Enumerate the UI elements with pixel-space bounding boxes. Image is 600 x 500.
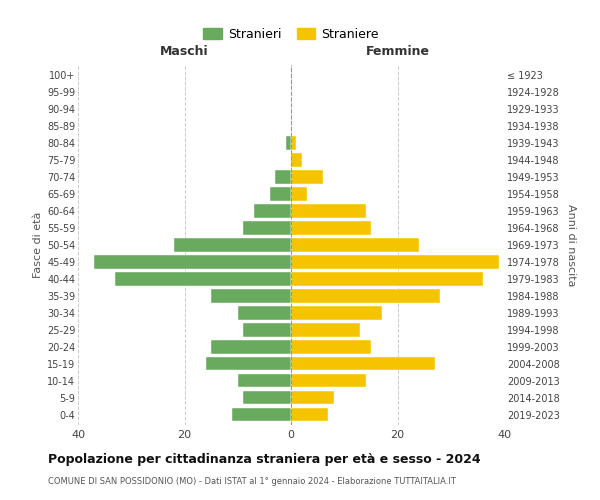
Bar (115, 272, 291, 285)
Bar (291, 238, 419, 252)
Bar (291, 256, 499, 268)
Bar (291, 136, 296, 149)
Y-axis label: Fasce di età: Fasce di età (32, 212, 43, 278)
Bar (291, 204, 365, 218)
Bar (291, 170, 323, 183)
Text: Femmine: Femmine (365, 45, 430, 58)
Bar (291, 290, 440, 302)
Bar (243, 391, 291, 404)
Bar (291, 408, 328, 422)
Bar (291, 357, 435, 370)
Bar (291, 188, 307, 200)
Bar (174, 238, 291, 252)
Text: Popolazione per cittadinanza straniera per età e sesso - 2024: Popolazione per cittadinanza straniera p… (48, 452, 481, 466)
Bar (94, 256, 291, 268)
Legend: Stranieri, Straniere: Stranieri, Straniere (203, 28, 379, 41)
Text: Maschi: Maschi (160, 45, 209, 58)
Bar (211, 340, 291, 353)
Bar (238, 374, 291, 388)
Bar (270, 188, 291, 200)
Bar (291, 324, 360, 336)
Bar (254, 204, 291, 218)
Bar (243, 222, 291, 234)
Y-axis label: Anni di nascita: Anni di nascita (566, 204, 577, 286)
Bar (291, 272, 483, 285)
Bar (291, 340, 371, 353)
Text: COMUNE DI SAN POSSIDONIO (MO) - Dati ISTAT al 1° gennaio 2024 - Elaborazione TUT: COMUNE DI SAN POSSIDONIO (MO) - Dati IST… (48, 478, 456, 486)
Bar (291, 154, 302, 166)
Bar (291, 391, 334, 404)
Bar (206, 357, 291, 370)
Bar (211, 290, 291, 302)
Bar (291, 306, 382, 320)
Bar (291, 374, 365, 388)
Bar (243, 324, 291, 336)
Bar (238, 306, 291, 320)
Bar (286, 136, 291, 149)
Bar (275, 170, 291, 183)
Bar (232, 408, 291, 422)
Bar (291, 222, 371, 234)
